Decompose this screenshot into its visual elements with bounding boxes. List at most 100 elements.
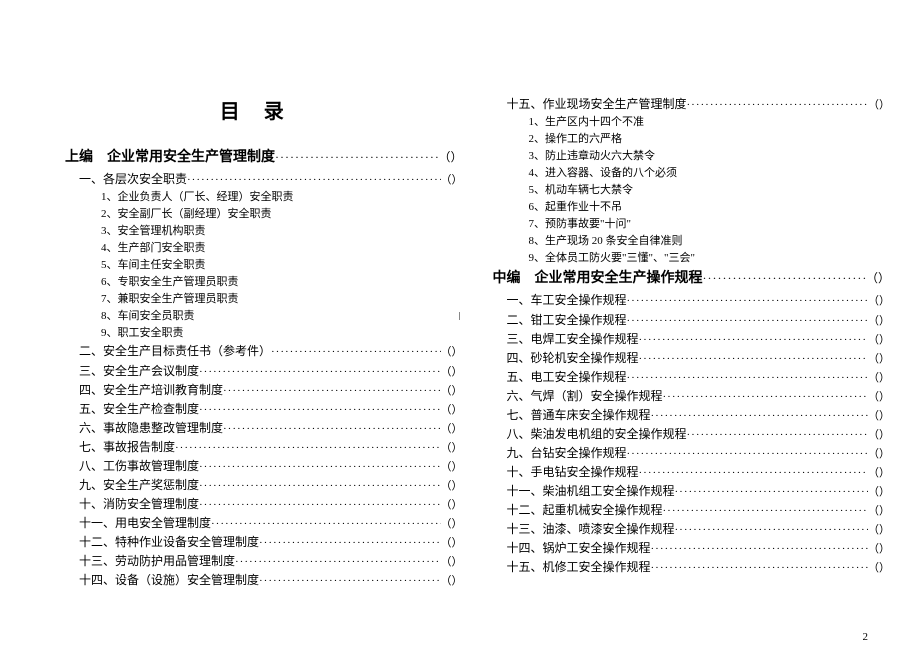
toc-line: 4、生产部门安全职责 bbox=[65, 240, 463, 257]
dot-leader: ········································… bbox=[639, 465, 868, 482]
toc-line: 九、台钻安全操作规程······························… bbox=[493, 444, 891, 463]
toc-label: 十五、机修工安全操作规程 bbox=[507, 558, 651, 577]
left-column: 目录 上编 企业常用安全生产管理制度 ·····················… bbox=[65, 95, 463, 590]
toc-label: 一、各层次安全职责 bbox=[79, 170, 187, 189]
page-ref: （） bbox=[868, 97, 890, 114]
toc-label: 十三、劳动防护用品管理制度 bbox=[79, 552, 235, 571]
toc-label: 七、事故报告制度 bbox=[79, 438, 175, 457]
toc-label: 4、生产部门安全职责 bbox=[101, 240, 206, 257]
toc-line: 十、手电钻安全操作规程·····························… bbox=[493, 463, 891, 482]
dot-leader: ········································… bbox=[639, 332, 868, 349]
page-ref: （） bbox=[441, 573, 463, 590]
toc-label: 9、职工安全职责 bbox=[101, 325, 184, 342]
page-ref: （） bbox=[441, 402, 463, 419]
page-ref: （） bbox=[441, 172, 463, 189]
toc-label: 九、安全生产奖惩制度 bbox=[79, 476, 199, 495]
toc-label: 1、企业负责人（厂长、经理）安全职责 bbox=[101, 189, 294, 206]
toc-label: 八、工伤事故管理制度 bbox=[79, 457, 199, 476]
section-b-items: 一、车工安全操作规程······························… bbox=[493, 291, 891, 577]
toc-label: 6、专职安全生产管理员职责 bbox=[101, 274, 239, 291]
toc-label: 八、柴油发电机组的安全操作规程 bbox=[507, 425, 687, 444]
right-column: 十五、作业现场安全生产管理制度 ························… bbox=[493, 95, 891, 590]
toc-label: 四、砂轮机安全操作规程 bbox=[507, 349, 639, 368]
toc-label: 十四、设备（设施）安全管理制度 bbox=[79, 571, 259, 590]
toc-line: 3、防止违章动火六大禁令 bbox=[493, 148, 891, 165]
toc-line: 7、兼职安全生产管理员职责 bbox=[65, 291, 463, 308]
toc-page: 目录 上编 企业常用安全生产管理制度 ·····················… bbox=[0, 0, 920, 590]
toc-label: 三、安全生产会议制度 bbox=[79, 362, 199, 381]
toc-label: 4、进入容器、设备的八个必须 bbox=[529, 165, 678, 182]
dot-leader: ········································… bbox=[187, 172, 440, 189]
page-ref: （） bbox=[866, 269, 890, 286]
toc-line: 十、消防安全管理制度······························… bbox=[65, 495, 463, 514]
dot-leader: ········································… bbox=[627, 446, 868, 463]
page-ref: （） bbox=[868, 503, 890, 520]
toc-label: 四、安全生产培训教育制度 bbox=[79, 381, 223, 400]
toc-label: 8、车间安全员职责 bbox=[101, 308, 195, 325]
toc-line: 六、气焊（割）安全操作规程···························… bbox=[493, 387, 891, 406]
dot-leader: ········································… bbox=[663, 503, 868, 520]
page-ref: （） bbox=[868, 389, 890, 406]
dot-leader: ········································… bbox=[627, 313, 868, 330]
toc-line: 二、安全生产目标责任书（参考件）························… bbox=[65, 342, 463, 361]
column-divider bbox=[459, 312, 460, 320]
dot-leader: ········································… bbox=[259, 535, 440, 552]
dot-leader: ········································… bbox=[223, 421, 440, 438]
toc-label: 九、台钻安全操作规程 bbox=[507, 444, 627, 463]
dot-leader: ········································… bbox=[663, 389, 868, 406]
toc-line: 3、安全管理机构职责 bbox=[65, 223, 463, 240]
toc-line: 1、生产区内十四个不准 bbox=[493, 114, 891, 131]
page-ref: （） bbox=[438, 148, 462, 165]
dot-leader: ········································… bbox=[259, 573, 440, 590]
dot-leader: ········································… bbox=[199, 459, 440, 476]
page-ref: （） bbox=[868, 522, 890, 539]
toc-line: 十五、机修工安全操作规程····························… bbox=[493, 558, 891, 577]
toc-label: 十四、锅炉工安全操作规程 bbox=[507, 539, 651, 558]
toc-label: 二、钳工安全操作规程 bbox=[507, 311, 627, 330]
dot-leader: ········································… bbox=[175, 440, 440, 457]
toc-line: 七、普通车床安全操作规程····························… bbox=[493, 406, 891, 425]
page-ref: （） bbox=[441, 459, 463, 476]
page-ref: （） bbox=[441, 535, 463, 552]
toc-line: 9、全体员工防火要"三懂"、"三会" bbox=[493, 250, 891, 267]
page-ref: （） bbox=[441, 516, 463, 533]
dot-leader: ········································… bbox=[271, 344, 440, 361]
section-a-items: 二、安全生产目标责任书（参考件）························… bbox=[65, 342, 463, 590]
toc-line: 十五、作业现场安全生产管理制度 ························… bbox=[493, 95, 891, 114]
toc-line: 6、起重作业十不吊 bbox=[493, 199, 891, 216]
toc-line: 8、车间安全员职责 bbox=[65, 308, 463, 325]
dot-leader: ········································… bbox=[199, 402, 440, 419]
dot-leader: ········································… bbox=[627, 370, 868, 387]
toc-line: 5、机动车辆七大禁令 bbox=[493, 182, 891, 199]
toc-line: 1、企业负责人（厂长、经理）安全职责 bbox=[65, 189, 463, 206]
toc-label: 6、起重作业十不吊 bbox=[529, 199, 623, 216]
page-ref: （） bbox=[441, 554, 463, 571]
page-ref: （） bbox=[868, 446, 890, 463]
toc-label: 十二、特种作业设备安全管理制度 bbox=[79, 533, 259, 552]
toc-label: 五、电工安全操作规程 bbox=[507, 368, 627, 387]
page-ref: （） bbox=[441, 364, 463, 381]
dot-leader: ········································… bbox=[675, 522, 868, 539]
page-ref: （） bbox=[441, 421, 463, 438]
dot-leader: ········································… bbox=[651, 541, 868, 558]
page-ref: （） bbox=[441, 344, 463, 361]
page-ref: （） bbox=[441, 478, 463, 495]
page-ref: （） bbox=[868, 427, 890, 444]
toc-line: 一、车工安全操作规程······························… bbox=[493, 291, 891, 310]
toc-line: 5、车间主任安全职责 bbox=[65, 257, 463, 274]
toc-label: 十一、用电安全管理制度 bbox=[79, 514, 211, 533]
page-ref: （） bbox=[868, 408, 890, 425]
page-ref: （） bbox=[868, 293, 890, 310]
toc-label: 十、手电钻安全操作规程 bbox=[507, 463, 639, 482]
section-a-subitems: 1、企业负责人（厂长、经理）安全职责2、安全副厂长（副经理）安全职责3、安全管理… bbox=[65, 189, 463, 342]
toc-line: 七、事故报告制度································… bbox=[65, 438, 463, 457]
toc-line: 八、柴油发电机组的安全操作规程·························… bbox=[493, 425, 891, 444]
toc-label: 一、车工安全操作规程 bbox=[507, 291, 627, 310]
toc-label: 六、气焊（割）安全操作规程 bbox=[507, 387, 663, 406]
toc-label: 5、机动车辆七大禁令 bbox=[529, 182, 634, 199]
toc-line: 十三、劳动防护用品管理制度···························… bbox=[65, 552, 463, 571]
toc-line: 一、各层次安全职责 ······························… bbox=[65, 170, 463, 189]
toc-line: 五、电工安全操作规程······························… bbox=[493, 368, 891, 387]
dot-leader: ········································… bbox=[687, 97, 868, 114]
page-ref: （） bbox=[868, 351, 890, 368]
